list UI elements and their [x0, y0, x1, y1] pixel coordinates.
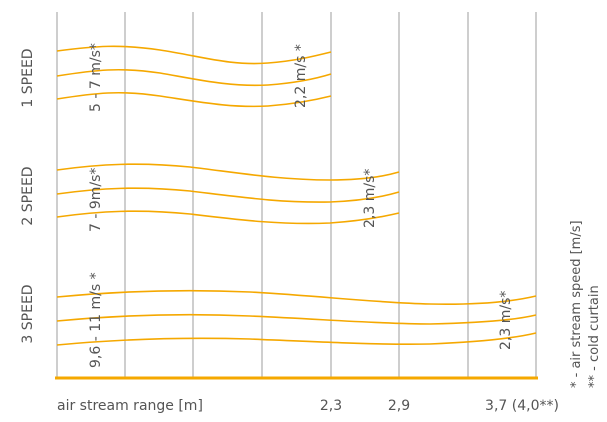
stream-line [56, 163, 400, 181]
stream-speed-label-2: 7 - 9m/s* [88, 168, 104, 232]
stream-line [56, 68, 332, 87]
speed-label-3: 3 SPEED [20, 284, 36, 343]
grid [56, 12, 537, 378]
end-speed-label-2: 2,3 m/s* [362, 169, 378, 228]
stream-line [56, 289, 537, 305]
end-speed-label-3: 2,3 m/s* [498, 291, 514, 350]
footnote-cold-curtain: ** - cold curtain [587, 285, 602, 388]
stream-line [56, 210, 400, 225]
axis-tick-label: 2,9 [388, 398, 410, 414]
stream-line [56, 313, 537, 325]
stream-line [56, 187, 400, 203]
stream-line [56, 45, 332, 65]
axis-label: air stream range [m] [57, 398, 203, 414]
stream-speed-label-1: 5 - 7 m/s* [88, 43, 104, 112]
speed-label-2: 2 SPEED [20, 166, 36, 225]
stream-group-3 [56, 289, 537, 346]
end-speed-label-1: 2,2 m/s * [293, 44, 309, 108]
stream-group-2 [56, 163, 400, 225]
stream-line [56, 332, 537, 346]
axis-tick-label: 2,3 [320, 398, 342, 414]
stream-group-1 [56, 45, 332, 108]
stream-line [56, 91, 332, 108]
footnote-speed: * - air stream speed [m/s] [569, 220, 584, 388]
stream-speed-label-3: 9,6 - 11 m/s * [88, 272, 104, 368]
speed-label-1: 1 SPEED [20, 48, 36, 107]
axis-tick-label: 3,7 (4,0**) [485, 398, 559, 414]
